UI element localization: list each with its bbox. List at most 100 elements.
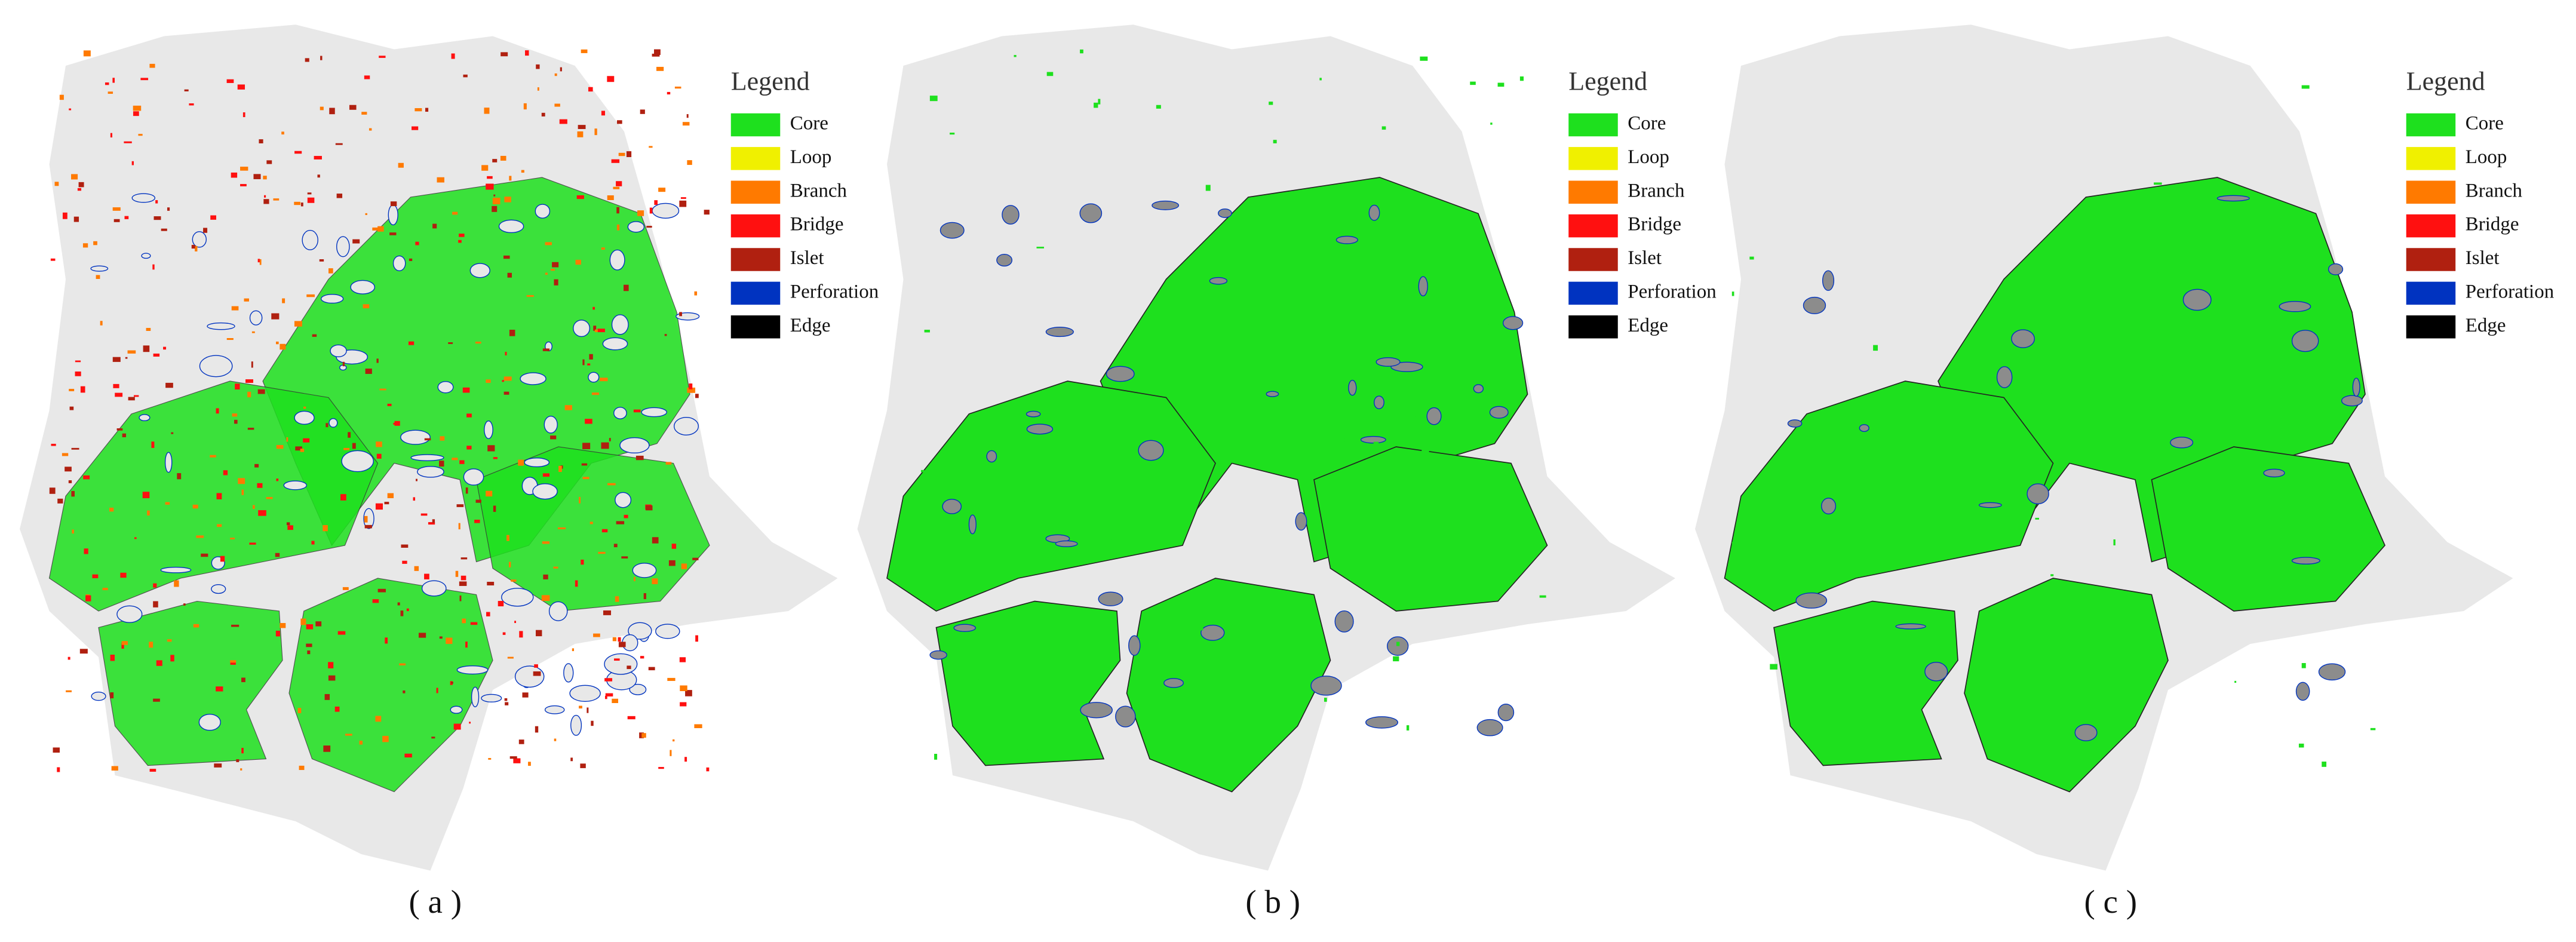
- legend: Legend Core Loop Branch Bridge Islet Perforati…: [1568, 66, 1717, 339]
- fragment: [607, 195, 614, 200]
- fragment: [654, 200, 658, 205]
- fragment: [191, 244, 195, 249]
- fragment: [133, 111, 139, 116]
- fragment: [1068, 425, 1075, 429]
- fragment: [314, 156, 322, 159]
- fragment: [551, 268, 555, 271]
- hole: [953, 624, 977, 632]
- fragment: [665, 462, 672, 465]
- fragment: [474, 520, 480, 523]
- fragment: [502, 632, 506, 635]
- hole: [501, 588, 534, 607]
- fragment: [658, 188, 666, 192]
- fragment: [554, 279, 558, 286]
- fragment: [133, 105, 142, 111]
- fragment: [582, 477, 589, 480]
- fragment: [579, 705, 582, 709]
- legend-label: Islet: [1628, 247, 1662, 269]
- fragment: [656, 66, 664, 71]
- fragment: [633, 409, 641, 413]
- hole: [164, 452, 173, 473]
- fragment: [2234, 680, 2237, 683]
- legend-swatch: [730, 315, 781, 339]
- fragment: [400, 610, 404, 616]
- fragment: [534, 664, 538, 668]
- fragment: [493, 194, 496, 197]
- fragment: [84, 548, 88, 554]
- fragment: [679, 200, 687, 207]
- fragment: [1134, 535, 1140, 540]
- fragment: [558, 465, 562, 472]
- fragment: [575, 259, 581, 265]
- caption: ( a ): [409, 883, 462, 920]
- fragment: [387, 493, 394, 498]
- fragment: [397, 602, 400, 606]
- fragment: [143, 345, 150, 352]
- fragment: [542, 473, 550, 477]
- fragment: [587, 707, 589, 713]
- fragment: [305, 58, 309, 62]
- hole: [2295, 682, 2310, 701]
- fragment: [311, 541, 315, 545]
- fragment: [2240, 425, 2245, 431]
- fragment: [1406, 725, 1410, 731]
- hole: [1348, 379, 1357, 396]
- hole: [302, 229, 318, 250]
- fragment: [319, 259, 324, 262]
- hole: [535, 204, 551, 219]
- fragment: [458, 240, 462, 243]
- fragment: [359, 741, 363, 745]
- fragment: [612, 637, 617, 642]
- fragment: [425, 108, 429, 112]
- legend-label: Branch: [1628, 180, 1685, 201]
- fragment: [537, 87, 539, 91]
- hole: [604, 653, 638, 675]
- fragment: [616, 521, 625, 524]
- fragment: [501, 52, 508, 57]
- legend-swatch: [730, 281, 781, 305]
- fragment: [543, 574, 548, 579]
- fragment: [384, 502, 389, 505]
- hole: [1055, 540, 1078, 547]
- legend-label: Perforation: [1628, 281, 1716, 302]
- legend-swatch: [2406, 180, 2456, 204]
- fragment: [605, 693, 613, 696]
- hole: [652, 202, 680, 219]
- legend-label: Branch: [2466, 180, 2523, 201]
- fragment: [451, 682, 453, 684]
- fragment: [576, 195, 584, 200]
- fragment: [372, 599, 379, 603]
- fragment: [1249, 234, 1255, 240]
- fragment: [2020, 760, 2025, 765]
- hole: [91, 691, 106, 701]
- legend-swatch: [730, 248, 781, 271]
- fragment: [226, 337, 234, 340]
- fragment: [484, 108, 490, 114]
- fragment: [376, 453, 382, 459]
- fragment: [492, 205, 498, 212]
- fragment: [398, 162, 404, 168]
- fragment: [601, 529, 608, 533]
- fragment: [1269, 102, 1273, 105]
- fragment: [509, 756, 517, 759]
- fragment: [613, 544, 618, 548]
- fragment: [597, 329, 605, 333]
- fragment: [492, 159, 498, 162]
- fragment: [375, 716, 382, 722]
- hole: [1079, 203, 1103, 223]
- fragment: [452, 458, 458, 461]
- fragment: [92, 574, 99, 578]
- fragment: [2322, 761, 2327, 767]
- fragment: [603, 610, 612, 615]
- fragment: [624, 514, 628, 518]
- fragment: [1881, 722, 1889, 727]
- legend-label: Branch: [790, 180, 848, 201]
- fragment: [415, 241, 419, 246]
- fragment: [581, 463, 588, 466]
- hole: [450, 705, 463, 714]
- legend-label: Perforation: [2466, 281, 2554, 302]
- fragment: [456, 504, 464, 507]
- fragment: [124, 141, 132, 143]
- fragment: [80, 386, 85, 393]
- fragment: [487, 581, 495, 586]
